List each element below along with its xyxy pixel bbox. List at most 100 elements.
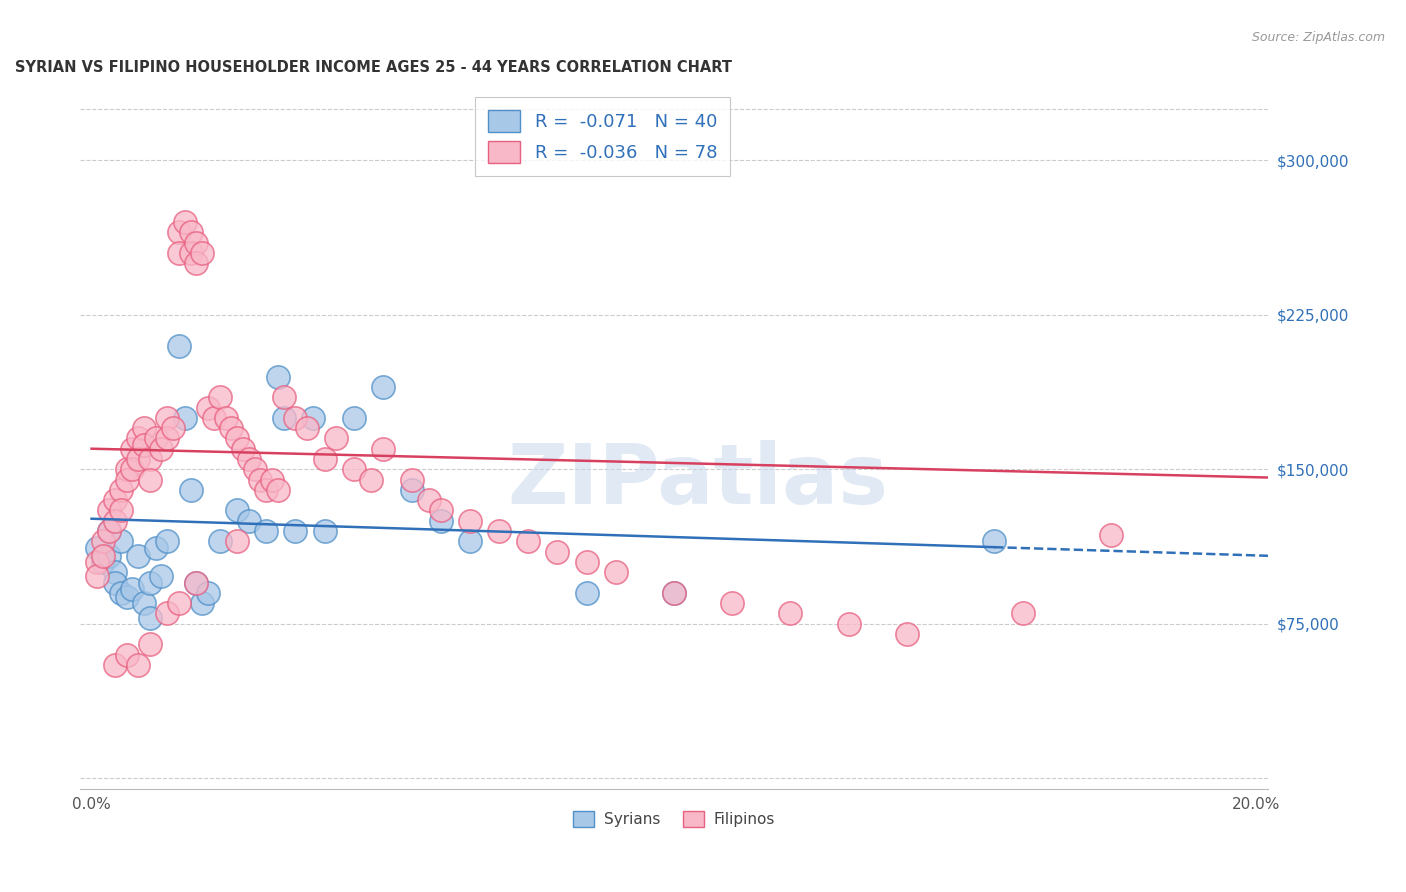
Point xyxy=(186,235,208,250)
Point xyxy=(314,452,336,467)
Point xyxy=(121,462,143,476)
Point xyxy=(721,596,744,610)
Point xyxy=(180,226,202,240)
Point xyxy=(214,410,236,425)
Point xyxy=(156,534,179,549)
Point xyxy=(139,452,162,467)
Point xyxy=(127,452,149,467)
Point xyxy=(838,616,860,631)
Point xyxy=(115,462,138,476)
Point xyxy=(156,607,179,621)
Point xyxy=(145,431,167,445)
Point xyxy=(156,431,179,445)
Point xyxy=(226,503,249,517)
Point xyxy=(371,442,394,456)
Point xyxy=(180,246,202,260)
Point xyxy=(662,586,685,600)
Point xyxy=(121,442,143,456)
Point xyxy=(121,582,143,596)
Point xyxy=(302,410,325,425)
Point xyxy=(273,410,295,425)
Point xyxy=(430,514,453,528)
Point xyxy=(401,473,423,487)
Point xyxy=(180,483,202,497)
Point xyxy=(517,534,540,549)
Point xyxy=(243,462,266,476)
Point xyxy=(86,569,108,583)
Point xyxy=(156,410,179,425)
Point xyxy=(167,339,190,353)
Point xyxy=(430,503,453,517)
Point xyxy=(575,555,598,569)
Point xyxy=(662,586,685,600)
Point xyxy=(547,544,569,558)
Point xyxy=(145,541,167,555)
Point xyxy=(127,657,149,672)
Point xyxy=(110,534,132,549)
Point xyxy=(139,575,162,590)
Point xyxy=(127,549,149,563)
Point xyxy=(267,483,290,497)
Point xyxy=(314,524,336,538)
Point xyxy=(173,215,195,229)
Point xyxy=(104,514,127,528)
Point xyxy=(91,549,114,563)
Point xyxy=(267,369,290,384)
Point xyxy=(249,473,271,487)
Point xyxy=(91,555,114,569)
Point xyxy=(110,483,132,497)
Point xyxy=(186,575,208,590)
Point xyxy=(104,566,127,580)
Point xyxy=(197,586,219,600)
Point xyxy=(232,442,254,456)
Point xyxy=(343,462,366,476)
Point xyxy=(197,401,219,415)
Point xyxy=(284,524,307,538)
Point xyxy=(86,555,108,569)
Point xyxy=(167,226,190,240)
Text: ZIPatlas: ZIPatlas xyxy=(508,440,889,521)
Point xyxy=(284,410,307,425)
Point xyxy=(488,524,510,538)
Point xyxy=(238,452,260,467)
Point xyxy=(139,473,162,487)
Legend: Syrians, Filipinos: Syrians, Filipinos xyxy=(567,805,780,833)
Point xyxy=(150,442,173,456)
Text: Source: ZipAtlas.com: Source: ZipAtlas.com xyxy=(1251,31,1385,45)
Point xyxy=(605,566,627,580)
Point xyxy=(418,493,440,508)
Point xyxy=(132,437,155,451)
Point xyxy=(1099,528,1122,542)
Point xyxy=(1012,607,1035,621)
Point xyxy=(162,421,184,435)
Point xyxy=(221,421,243,435)
Point xyxy=(98,503,121,517)
Point xyxy=(458,534,481,549)
Point xyxy=(458,514,481,528)
Point xyxy=(202,410,225,425)
Point xyxy=(115,473,138,487)
Point xyxy=(139,610,162,624)
Point xyxy=(896,627,918,641)
Point xyxy=(104,493,127,508)
Text: SYRIAN VS FILIPINO HOUSEHOLDER INCOME AGES 25 - 44 YEARS CORRELATION CHART: SYRIAN VS FILIPINO HOUSEHOLDER INCOME AG… xyxy=(14,60,731,75)
Point xyxy=(132,421,155,435)
Point xyxy=(104,575,127,590)
Point xyxy=(167,596,190,610)
Point xyxy=(173,410,195,425)
Point xyxy=(262,473,284,487)
Point xyxy=(167,246,190,260)
Point xyxy=(983,534,1005,549)
Point xyxy=(779,607,801,621)
Point xyxy=(360,473,382,487)
Point xyxy=(98,549,121,563)
Point xyxy=(371,380,394,394)
Point xyxy=(86,541,108,555)
Point xyxy=(325,431,347,445)
Point xyxy=(139,637,162,651)
Point xyxy=(150,569,173,583)
Point xyxy=(98,524,121,538)
Point xyxy=(110,586,132,600)
Point xyxy=(226,534,249,549)
Point xyxy=(295,421,318,435)
